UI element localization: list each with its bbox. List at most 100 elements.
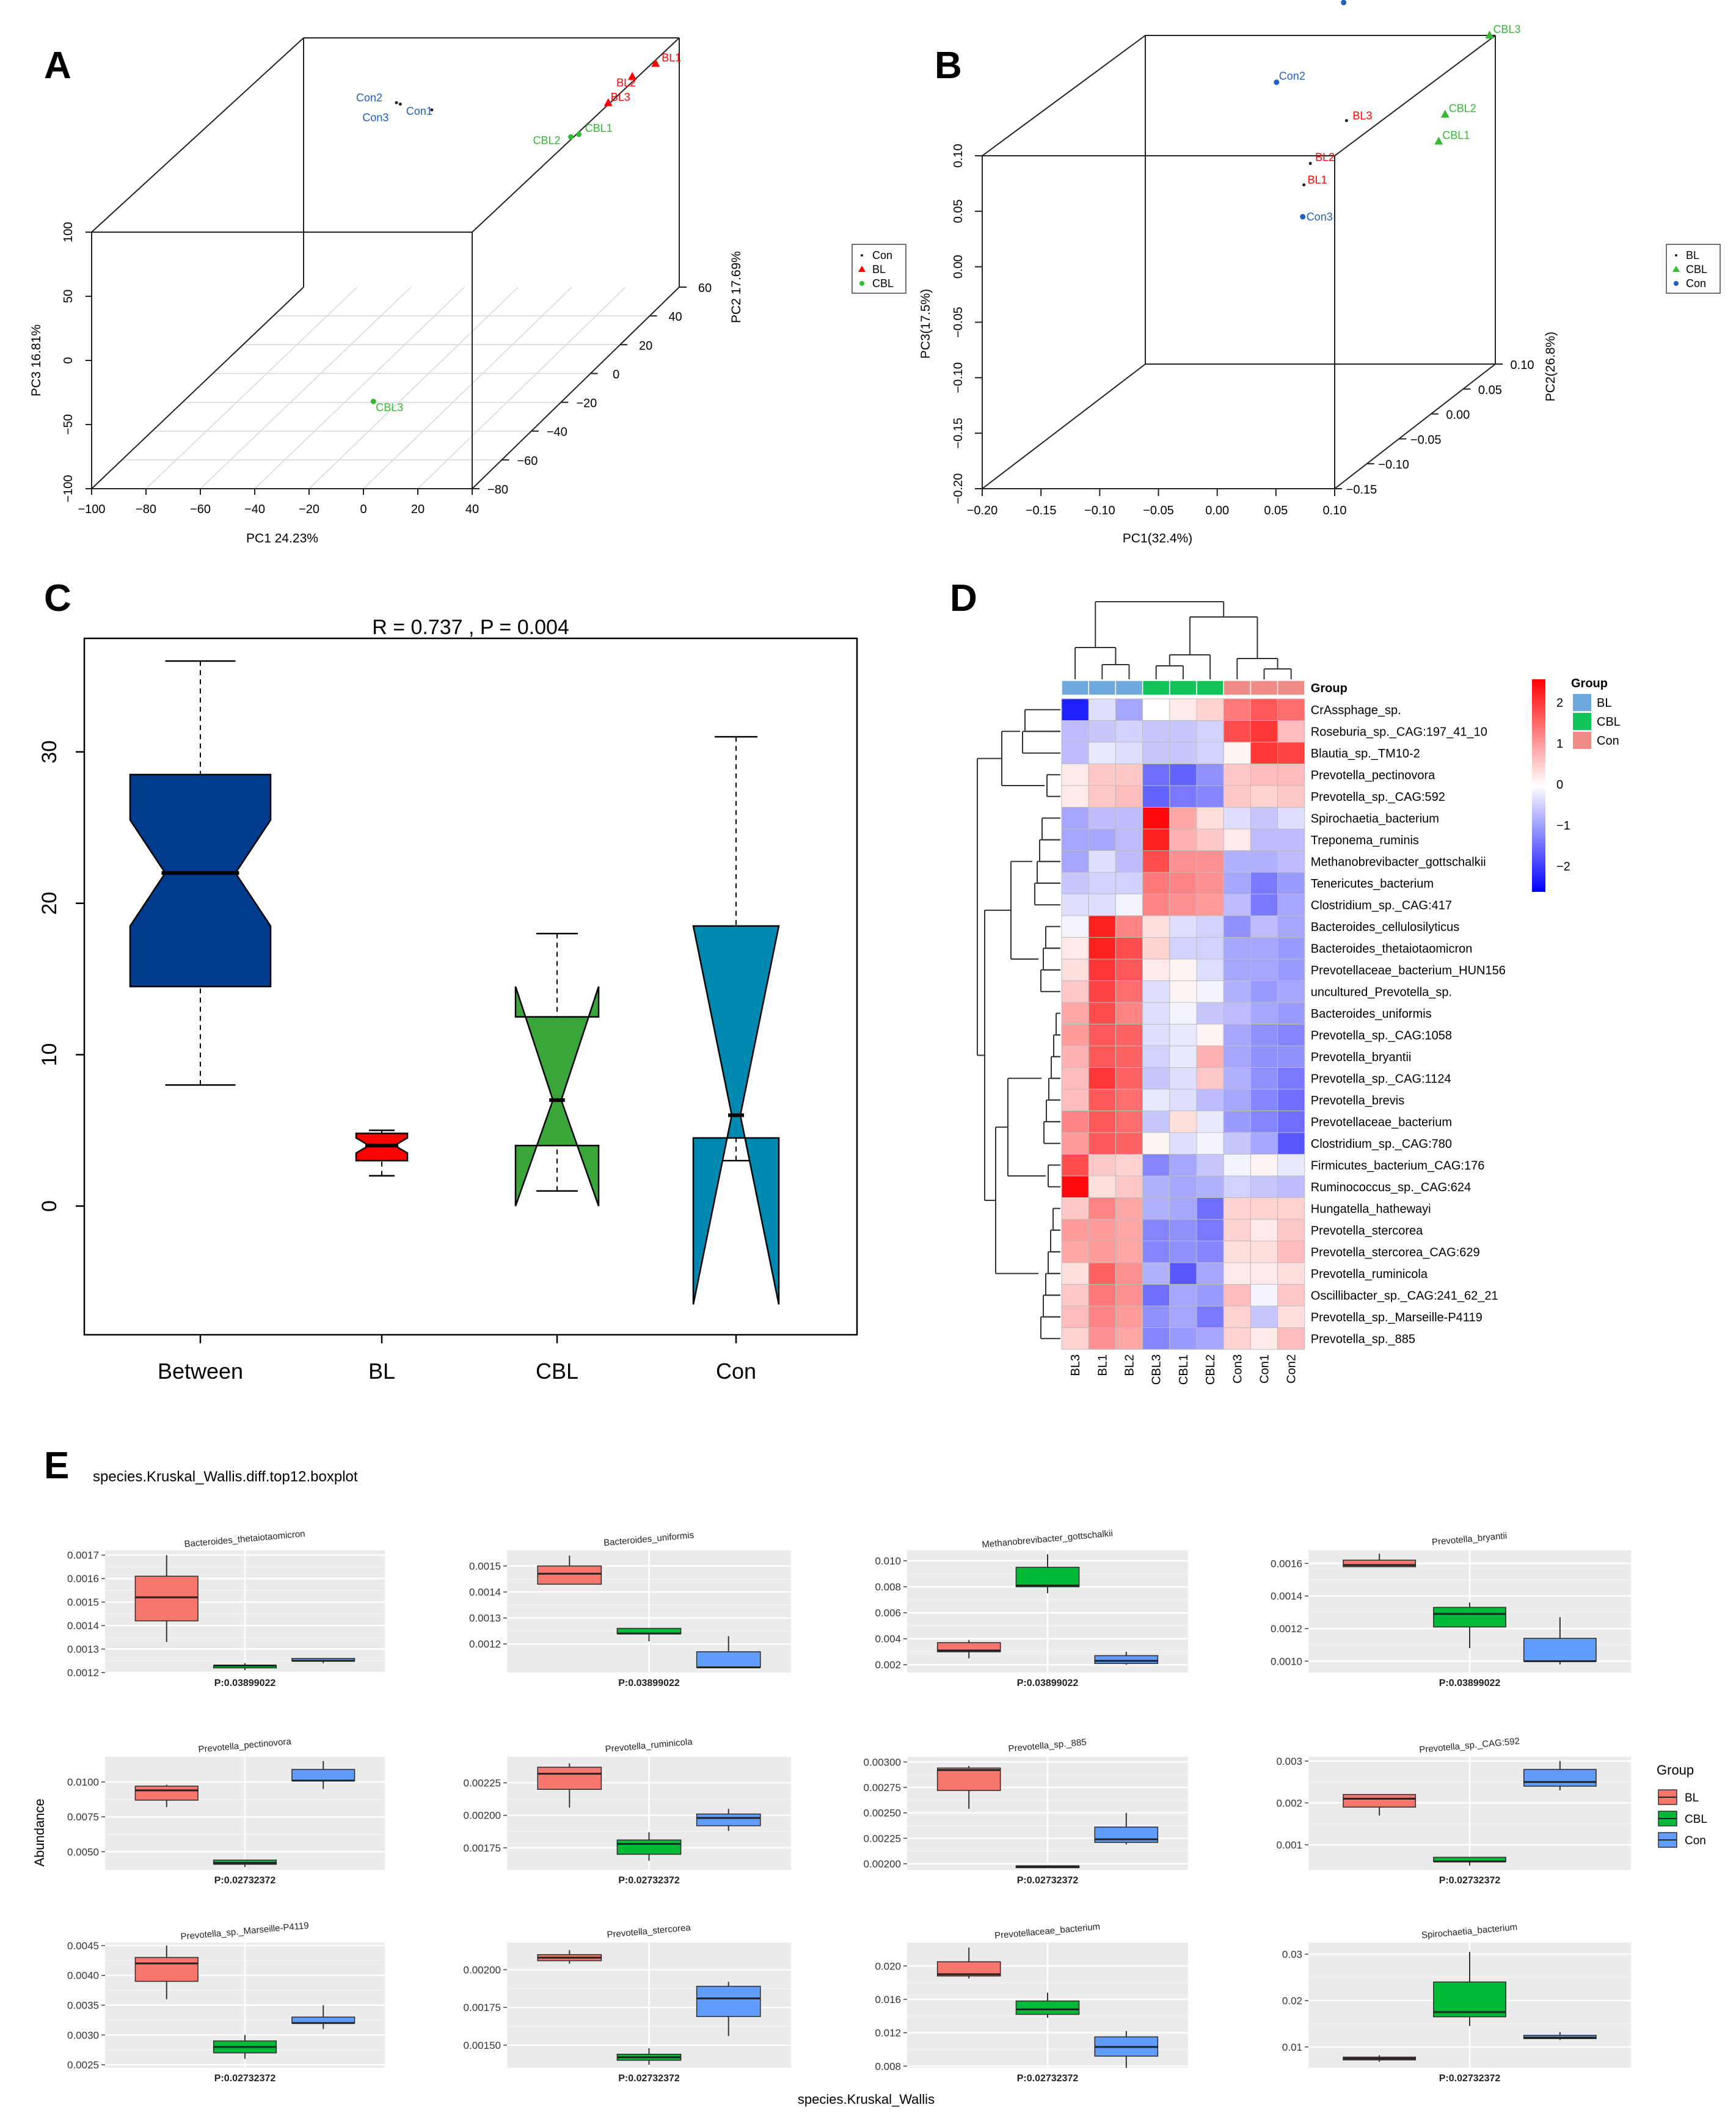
heatmap-cell (1223, 1045, 1251, 1068)
facet-p-value: P:0.02732372 (1439, 2073, 1501, 2084)
heatmap-cell (1061, 915, 1089, 938)
facet-p-value: P:0.02732372 (618, 2073, 680, 2084)
box-edge (1334, 363, 1496, 489)
facet-title: Prevotella_sp._885 (1008, 1737, 1087, 1754)
y-tick-label: 0.0017 (67, 1550, 99, 1561)
z-axis-label: PC2(26.8%) (1544, 332, 1558, 401)
y-tick-label: 0.00150 (464, 2040, 501, 2051)
legend-label: Con (1685, 1834, 1706, 1847)
heatmap-cell (1115, 1024, 1143, 1046)
floor-grid-line (145, 286, 358, 489)
heatmap-cell (1115, 764, 1143, 786)
heatmap-cell (1115, 698, 1143, 721)
heatmap-cell (1196, 1067, 1224, 1090)
facet-title: Prevotella_sp._CAG:592 (1419, 1736, 1520, 1755)
heatmap-cell (1223, 742, 1251, 764)
heatmap-cell (1196, 1175, 1224, 1198)
heatmap-cell (1142, 850, 1170, 873)
y-tick-label: 0.006 (875, 1607, 901, 1619)
point-marker-con (395, 101, 398, 104)
facet-p-value: P:0.02732372 (214, 1875, 276, 1886)
plot-frame (83, 637, 858, 1336)
z-tick-label: 0 (613, 368, 619, 381)
point-label: BL1 (1308, 174, 1327, 186)
heatmap-cell (1277, 742, 1305, 764)
heatmap-cell (1061, 872, 1089, 894)
x-tick-label: CBL (536, 1359, 578, 1384)
box-edge (472, 37, 680, 233)
box-bl (134, 1957, 199, 1982)
heatmap-cell (1088, 785, 1116, 808)
heatmap-cell (1169, 720, 1197, 743)
row-label: Prevotella_sp._CAG:1058 (1311, 1029, 1452, 1042)
row-label: CrAssphage_sp. (1311, 704, 1401, 717)
heatmap-cell (1223, 1024, 1251, 1046)
heatmap-cell (1196, 1045, 1224, 1068)
heatmap-cell (1115, 1262, 1143, 1285)
heatmap-cell (1169, 1219, 1197, 1241)
heatmap-cell (1223, 828, 1251, 851)
row-label: Prevotella_ruminicola (1311, 1268, 1428, 1281)
legend-marker (861, 254, 863, 257)
row-label: Prevotella_stercorea_CAG:629 (1311, 1246, 1480, 1259)
heatmap-cell (1277, 1241, 1305, 1263)
heatmap-cell (1277, 1111, 1305, 1133)
notched-box (129, 773, 272, 988)
heatmap-cell (1196, 958, 1224, 981)
point-label: CBL3 (376, 401, 403, 414)
point-marker-cbl (576, 131, 582, 137)
x-tick-label: −0.20 (967, 504, 998, 517)
facet-p-value: P:0.03899022 (1439, 1678, 1501, 1688)
heatmap-cell (1142, 785, 1170, 808)
heatmap-cell (1223, 764, 1251, 786)
heatmap-cell (1142, 1067, 1170, 1090)
facet-p-value: P:0.02732372 (1439, 1875, 1501, 1886)
y-tick-label: 0.0015 (469, 1561, 501, 1572)
point-label: BL1 (662, 51, 681, 64)
heatmap-cell (1061, 1327, 1089, 1350)
heatmap-cell (1088, 915, 1116, 938)
heatmap-cell (1169, 1241, 1197, 1263)
heatmap-cell (1061, 850, 1089, 873)
heatmap-cell (1115, 1154, 1143, 1177)
heatmap-cell (1061, 958, 1089, 981)
box-con (1094, 1655, 1159, 1664)
box-edge (91, 37, 304, 233)
row-label: Hungatella_hathewayi (1311, 1202, 1431, 1216)
heatmap-cell (1169, 958, 1197, 981)
row-label: Prevotella_brevis (1311, 1094, 1404, 1108)
x-tick-label: BL (368, 1359, 395, 1384)
y-tick-label: 0.0014 (1271, 1591, 1302, 1602)
legend-swatch (1573, 732, 1591, 749)
legend-swatch (1573, 713, 1591, 730)
heatmap-cell (1088, 1219, 1116, 1241)
heatmap-cell (1142, 1305, 1170, 1328)
z-tick-label: 60 (698, 282, 712, 295)
heatmap-cell (1115, 894, 1143, 916)
point-label: CBL1 (585, 122, 613, 134)
z-tick-label: −40 (547, 426, 567, 439)
row-label: Spirochaetia_bacterium (1311, 812, 1439, 825)
facet-p-value: P:0.02732372 (214, 2073, 276, 2084)
z-tick-label: −20 (576, 397, 597, 411)
box-edge (982, 35, 1146, 156)
color-scale-tick-label: 0 (1556, 778, 1563, 792)
heatmap-cell (1223, 1111, 1251, 1133)
z-tick-label: 0.00 (1446, 409, 1470, 422)
heatmap-cell (1061, 1024, 1089, 1046)
legend-label: BL (1597, 696, 1611, 710)
heatmap-cell (1223, 915, 1251, 938)
heatmap-cell (1088, 1132, 1116, 1155)
heatmap-cell (1169, 937, 1197, 960)
heatmap-cell (1142, 1284, 1170, 1307)
x-tick-label: 20 (411, 503, 425, 516)
heatmap-cell (1142, 1002, 1170, 1024)
heatmap-cell (1223, 1154, 1251, 1177)
row-label: Clostridium_sp._CAG:417 (1311, 899, 1452, 912)
heatmap-cell (1142, 1262, 1170, 1285)
heatmap-cell (1223, 1197, 1251, 1220)
heatmap-cell (1142, 720, 1170, 743)
point-label: BL3 (611, 91, 630, 103)
y-tick-label: 0.0010 (1271, 1655, 1302, 1667)
